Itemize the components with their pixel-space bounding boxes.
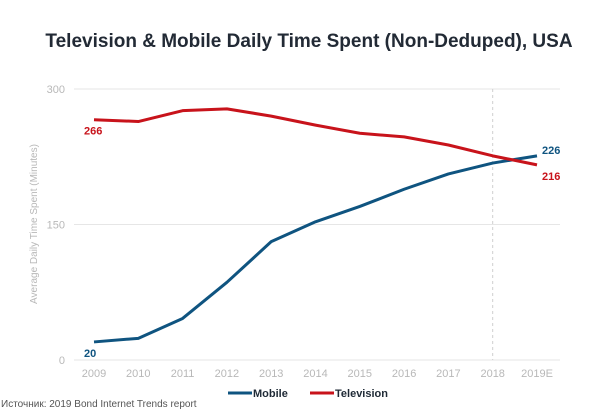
x-tick-label: 2016: [392, 368, 416, 380]
x-tick-label: 2019E: [521, 368, 553, 380]
y-tick-label: 300: [47, 84, 65, 96]
series-line-television: [93, 107, 538, 167]
series-line-mobile: [93, 154, 538, 344]
y-tick-label: 150: [47, 220, 65, 232]
data-label-first-television: 266: [84, 126, 102, 138]
x-tick-label: 2010: [126, 368, 150, 380]
x-tick-label: 2011: [171, 368, 195, 380]
y-tick-label: 0: [59, 355, 65, 367]
x-tick-label: 2012: [215, 368, 239, 380]
y-axis-ticks: 0 150 300: [47, 84, 65, 367]
legend-label-mobile: Mobile: [253, 388, 288, 400]
y-axis-label: Average Daily Time Spent (Minutes): [29, 144, 40, 304]
x-tick-label: 2014: [303, 368, 327, 380]
x-tick-label: 2015: [348, 368, 372, 380]
data-label-first-mobile: 20: [84, 348, 96, 360]
x-tick-label: 2018: [480, 368, 504, 380]
x-tick-label: 2013: [259, 368, 283, 380]
data-label-last-television: 216: [542, 171, 560, 183]
x-tick-label: 2009: [82, 368, 106, 380]
chart-title: Television & Mobile Daily Time Spent (No…: [45, 31, 573, 52]
legend-label-television: Television: [335, 388, 388, 400]
x-tick-label: 2017: [436, 368, 460, 380]
source-note: Источник: 2019 Bond Internet Trends repo…: [1, 399, 197, 410]
legend: Mobile Television: [228, 388, 388, 400]
data-label-last-mobile: 226: [542, 145, 560, 157]
series-lines: [93, 107, 538, 344]
gridlines: [74, 88, 560, 361]
x-axis-ticks: 2009 2010 2011 2012 2013 2014 2015 2016 2017 2018…: [82, 368, 553, 380]
data-labels: 20 226 266 216: [84, 126, 560, 360]
